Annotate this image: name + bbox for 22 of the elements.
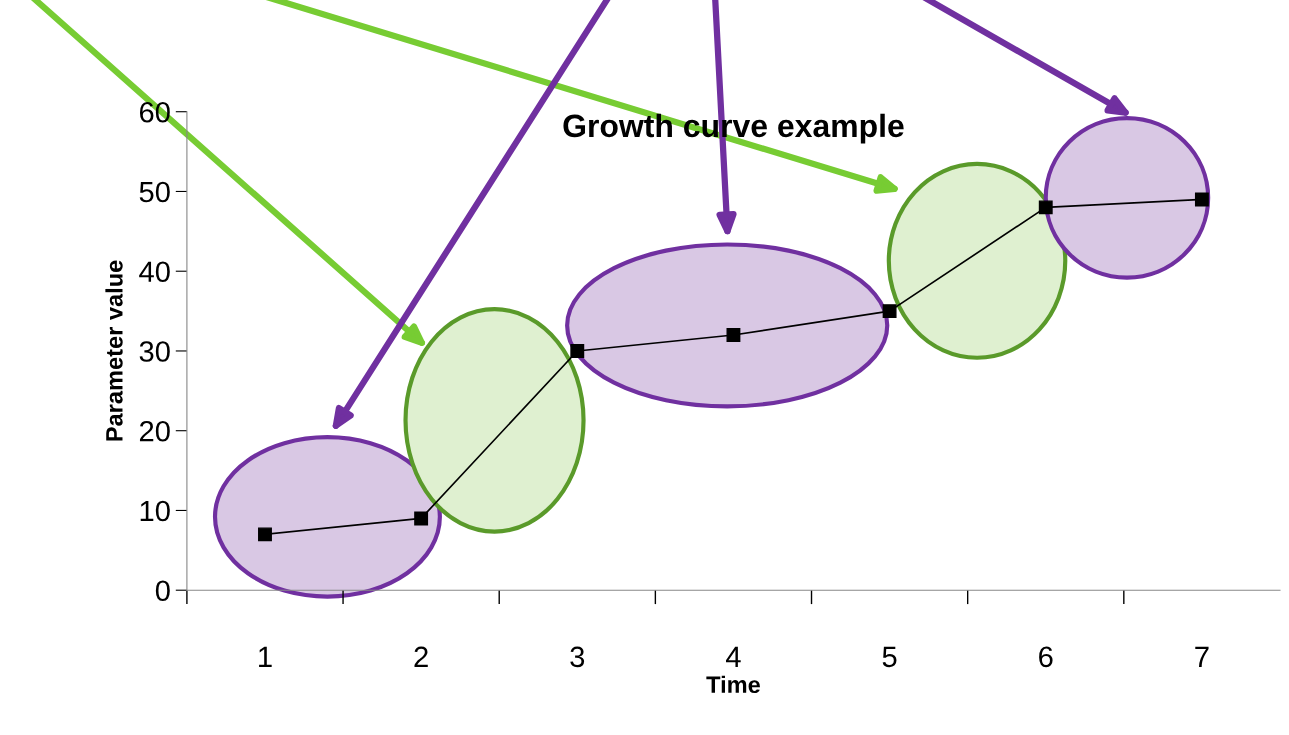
x-tick-label: 7 [1195,646,1209,667]
point [414,511,429,526]
y-tick-label: 0 [155,580,170,602]
x-tick-label: 3 [570,646,585,668]
y-axis-title: Parameter value [105,260,123,441]
x-axis-title: Time [706,675,760,694]
point [726,328,741,342]
point [570,344,585,358]
point [1194,192,1209,207]
y-tick-label: 20 [139,420,170,442]
y-tick-label: 10 [140,500,170,522]
x-tick-label: 6 [1039,646,1053,668]
y-tick-label: 40 [139,261,170,283]
x-tick-label: 1 [259,646,272,667]
y-tick-label: 50 [139,181,170,203]
point [258,527,272,542]
x-tick-label: 2 [414,646,428,667]
y-tick-label: 30 [139,341,170,362]
x-tick-label: 4 [726,646,741,667]
point [882,304,897,319]
point [1038,200,1053,215]
x-tick-label: 5 [882,646,897,668]
